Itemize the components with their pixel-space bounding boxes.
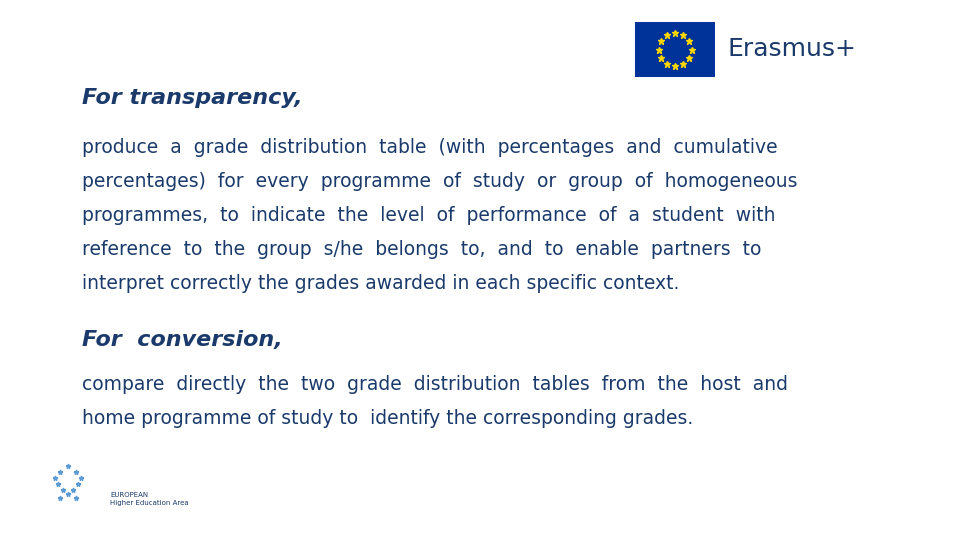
Text: For  conversion,: For conversion, <box>82 330 282 350</box>
Text: produce  a  grade  distribution  table  (with  percentages  and  cumulative: produce a grade distribution table (with… <box>82 138 778 157</box>
Text: programmes,  to  indicate  the  level  of  performance  of  a  student  with: programmes, to indicate the level of per… <box>82 206 775 225</box>
Text: reference  to  the  group  s/he  belongs  to,  and  to  enable  partners  to: reference to the group s/he belongs to, … <box>82 240 761 259</box>
Text: home programme of study to  identify the corresponding grades.: home programme of study to identify the … <box>82 409 693 428</box>
Text: EUROPEAN
Higher Education Area: EUROPEAN Higher Education Area <box>110 492 188 506</box>
FancyBboxPatch shape <box>635 22 715 77</box>
Text: interpret correctly the grades awarded in each specific context.: interpret correctly the grades awarded i… <box>82 274 679 293</box>
Text: compare  directly  the  two  grade  distribution  tables  from  the  host  and: compare directly the two grade distribut… <box>82 375 787 394</box>
Text: Erasmus+: Erasmus+ <box>728 37 857 61</box>
Text: For transparency,: For transparency, <box>82 88 302 108</box>
Text: percentages)  for  every  programme  of  study  or  group  of  homogeneous: percentages) for every programme of stud… <box>82 172 797 191</box>
